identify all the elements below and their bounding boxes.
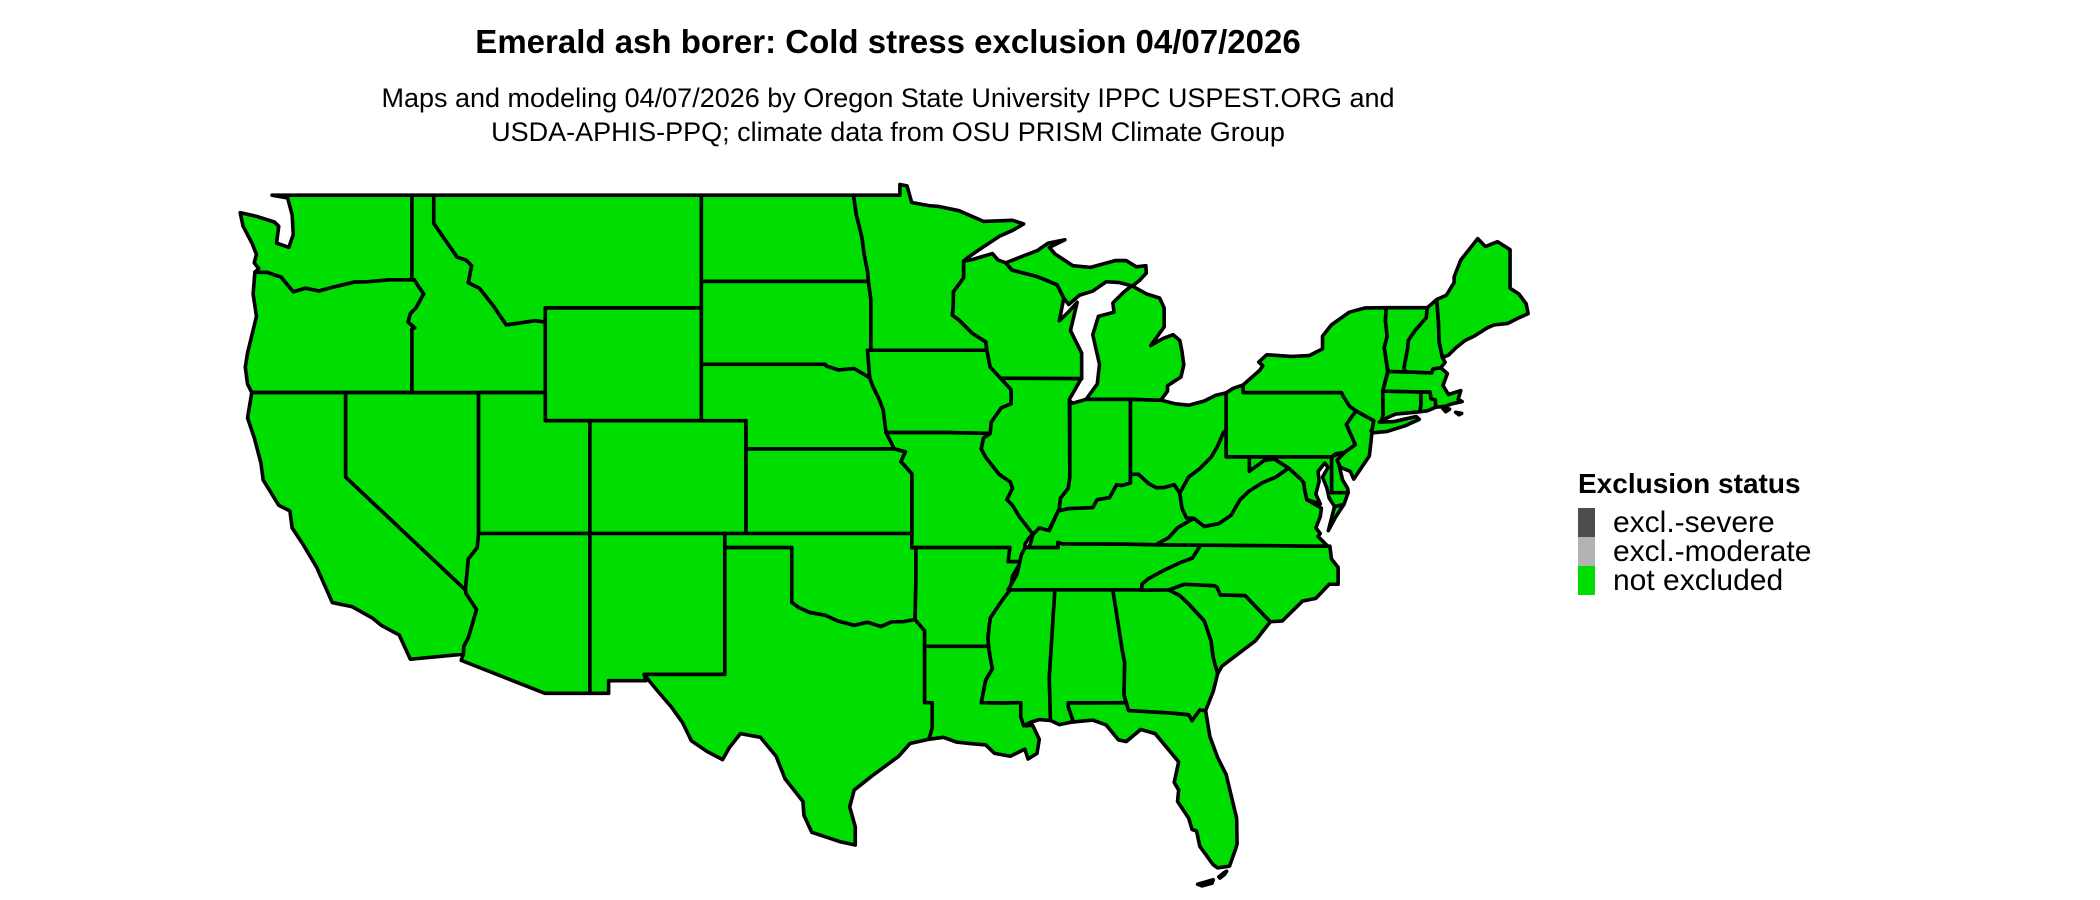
state-florida [1068, 703, 1237, 868]
us-map [223, 167, 1550, 900]
island-florida-keys-east [1219, 871, 1227, 878]
state-michigan-lower [1086, 286, 1184, 400]
state-kansas [746, 449, 912, 534]
state-maryland [1249, 457, 1348, 507]
state-texas [644, 548, 932, 845]
state-north-carolina [1141, 544, 1338, 621]
subtitle-line-1: Maps and modeling 04/07/2026 by Oregon S… [381, 83, 1395, 113]
state-pennsylvania [1226, 385, 1356, 457]
legend-title: Exclusion status [1578, 468, 1801, 499]
legend-label-excl-moderate: excl.-moderate [1613, 535, 1812, 568]
island-nantucket [1456, 412, 1462, 415]
legend: Exclusion status excl.-severe excl.-mode… [1578, 468, 1812, 597]
state-north-dakota [701, 195, 868, 281]
legend-item-excl-moderate: excl.-moderate [1578, 535, 1812, 568]
state-maine [1437, 239, 1528, 358]
state-colorado [590, 421, 746, 534]
figure-subtitle: Maps and modeling 04/07/2026 by Oregon S… [381, 81, 1394, 149]
island-marthas-vineyard [1442, 408, 1449, 412]
legend-swatch-excl-severe [1578, 508, 1595, 537]
legend-item-excl-severe: excl.-severe [1578, 506, 1811, 539]
figure-title: Emerald ash borer: Cold stress exclusion… [475, 23, 1301, 60]
subtitle-line-2: USDA-APHIS-PPQ; climate data from OSU PR… [491, 117, 1285, 147]
state-arizona [461, 534, 590, 694]
state-virginia-eastern-shore [1328, 505, 1343, 531]
legend-label-excl-severe: excl.-severe [1613, 506, 1775, 539]
state-wyoming [545, 308, 701, 421]
state-oregon [245, 272, 423, 392]
legend-item-not-excluded: not excluded [1578, 564, 1811, 597]
island-florida-keys-west [1198, 880, 1214, 886]
legend-swatch-not-excluded [1578, 566, 1595, 595]
state-mississippi [981, 590, 1055, 726]
legend-swatch-excl-moderate [1578, 537, 1595, 566]
legend-label-not-excluded: not excluded [1613, 564, 1784, 597]
state-michigan-upper [1006, 240, 1147, 305]
state-new-mexico [590, 534, 725, 694]
